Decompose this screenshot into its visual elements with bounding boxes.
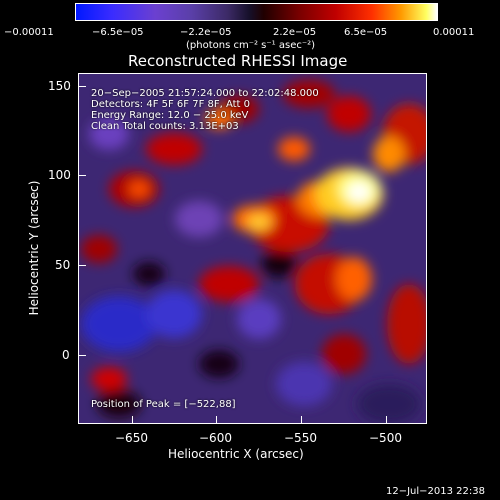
y-tick-100: 100	[48, 168, 71, 182]
y-tick-150: 150	[48, 79, 71, 93]
annotation-clean-counts: Clean Total counts: 3.13E+03	[91, 121, 239, 132]
colorbar-units: (photons cm⁻² s⁻¹ asec⁻²)	[186, 40, 316, 51]
plot-title: Reconstructed RHESSI Image	[128, 52, 348, 70]
colorbar-tick-5: 6.5e−05	[344, 27, 388, 38]
colorbar-tick-6: 0.00011	[433, 27, 475, 38]
x-tick-minus500: −500	[369, 431, 402, 445]
colorbar-tick-2: −6.5e−05	[92, 27, 144, 38]
x-tick-minus550: −550	[284, 431, 317, 445]
colorbar	[75, 3, 438, 21]
annotation-detectors: Detectors: 4F 5F 6F 7F 8F, Att 0	[91, 99, 251, 110]
heatmap-plot: 20−Sep−2005 21:57:24.000 to 22:02:48.000…	[78, 73, 427, 424]
colorbar-tick-4: 2.2e−05	[273, 27, 317, 38]
x-axis-label: Heliocentric X (arcsec)	[168, 447, 304, 461]
y-tick-50: 50	[55, 258, 71, 272]
heatmap-image	[79, 74, 426, 423]
y-tick-0: 0	[62, 348, 70, 362]
x-tick-minus650: −650	[115, 431, 148, 445]
x-tick-minus600: −600	[199, 431, 232, 445]
colorbar-tick-3: −2.2e−05	[180, 27, 232, 38]
peak-position-text: Position of Peak = [−522,88]	[91, 399, 236, 410]
render-timestamp: 12−Jul−2013 22:38	[386, 486, 485, 497]
annotation-energy-range: Energy Range: 12.0 − 25.0 keV	[91, 110, 249, 121]
colorbar-tick-1: −0.00011	[4, 27, 54, 38]
annotation-time-range: 20−Sep−2005 21:57:24.000 to 22:02:48.000	[91, 88, 319, 99]
y-axis-label: Heliocentric Y (arcsec)	[27, 180, 41, 316]
